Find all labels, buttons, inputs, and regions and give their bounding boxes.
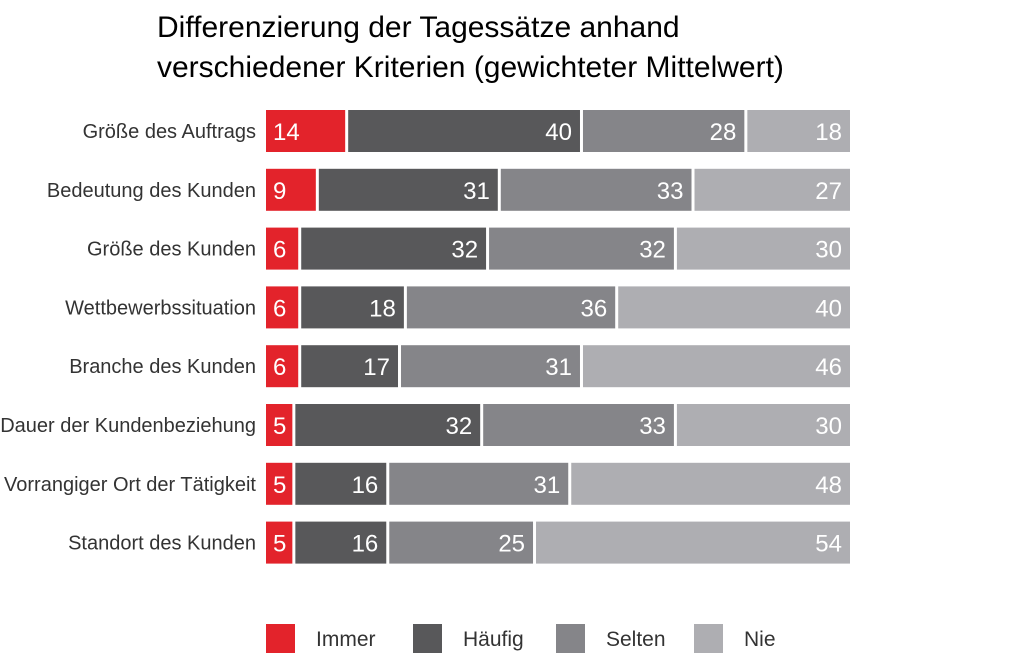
data-label: 25 [498, 531, 525, 558]
data-label: 16 [352, 531, 379, 558]
data-label: 5 [273, 531, 286, 558]
data-label: 6 [273, 237, 286, 264]
bar-area: 14 40 28 18 9 31 33 27 6 32 32 30 6 18 36 40 6 17 31 46 5 32 3… [266, 110, 850, 564]
bar-segment-nie [676, 227, 850, 270]
data-label: 54 [815, 531, 842, 558]
bar-segment-selten [401, 345, 580, 388]
data-label: 5 [273, 413, 286, 440]
bar-segment-selten [389, 462, 569, 505]
bar-segment-häufig [295, 521, 387, 564]
category-label: Größe des Kunden [87, 239, 256, 261]
data-label: 32 [445, 413, 472, 440]
bar-segment-immer [266, 227, 299, 270]
data-label: 31 [534, 472, 561, 499]
bar-segment-häufig [295, 404, 481, 446]
category-label: Vorrangiger Ort der Tätigkeit [4, 474, 256, 496]
data-label: 32 [639, 237, 666, 264]
data-label: 6 [273, 295, 286, 322]
data-label: 30 [815, 237, 842, 264]
legend-label-immer: Immer [316, 628, 376, 651]
bar-segment-häufig [295, 462, 387, 505]
data-label: 32 [451, 237, 478, 264]
bar-segment-nie [694, 168, 850, 211]
legend: Immer Häufig Selten Nie [266, 624, 776, 653]
legend-label-nie: Nie [744, 628, 776, 651]
legend-swatch-häufig [413, 624, 442, 653]
category-axis: Größe des Auftrags Bedeutung des Kunden Gr… [0, 121, 256, 555]
bar-segment-selten [483, 404, 674, 446]
bar-segment-immer [266, 168, 316, 211]
bar-segment-immer [266, 286, 299, 329]
chart-title: Differenzierung der Tagessätze anhand ve… [157, 8, 1017, 88]
data-label: 27 [815, 178, 842, 205]
category-label: Dauer der Kundenbeziehung [0, 415, 256, 437]
bar-segment-häufig [301, 227, 487, 270]
bar-segment-immer [266, 404, 293, 446]
legend-label-häufig: Häufig [463, 628, 524, 651]
legend-swatch-nie [694, 624, 723, 653]
data-label: 28 [710, 119, 737, 146]
bar-segment-häufig [348, 110, 580, 152]
bar-segment-selten [489, 227, 674, 270]
data-label: 46 [815, 354, 842, 381]
bar-segment-immer [266, 345, 299, 388]
category-label: Standort des Kunden [68, 533, 256, 555]
bar-segment-nie [536, 521, 850, 564]
category-label: Größe des Auftrags [83, 121, 256, 143]
bar-segment-immer [266, 462, 293, 505]
bar-segment-nie [747, 110, 850, 152]
data-label: 48 [815, 472, 842, 499]
bar-segment-nie [582, 345, 850, 388]
chart-title-line-1: Differenzierung der Tagessätze anhand [157, 11, 680, 44]
data-label: 30 [815, 413, 842, 440]
bar-segment-immer [266, 521, 293, 564]
data-label: 6 [273, 354, 286, 381]
bar-segment-selten [500, 168, 692, 211]
data-label: 14 [273, 119, 300, 146]
data-label: 31 [463, 178, 490, 205]
data-label: 16 [352, 472, 379, 499]
bar-segment-selten [582, 110, 745, 152]
data-label: 18 [369, 295, 396, 322]
bar-segment-selten [389, 521, 534, 564]
data-label: 36 [580, 295, 607, 322]
legend-swatch-immer [266, 624, 295, 653]
bar-segment-selten [406, 286, 616, 329]
data-label: 5 [273, 472, 286, 499]
data-label: 17 [363, 354, 390, 381]
category-label: Branche des Kunden [69, 356, 256, 378]
bar-segment-immer [266, 110, 346, 152]
data-label: 33 [657, 178, 684, 205]
category-label: Wettbewerbssituation [65, 297, 256, 319]
chart-title-line-2: verschiedener Kriterien (gewichteter Mit… [157, 51, 784, 84]
bar-segment-häufig [301, 345, 399, 388]
data-label: 18 [815, 119, 842, 146]
bar-segment-häufig [301, 286, 404, 329]
data-label: 33 [639, 413, 666, 440]
data-label: 31 [545, 354, 572, 381]
data-label: 40 [815, 295, 842, 322]
bar-segment-nie [618, 286, 850, 329]
bar-segment-nie [676, 404, 850, 446]
bar-segment-häufig [318, 168, 498, 211]
data-label: 40 [545, 119, 572, 146]
legend-swatch-selten [556, 624, 585, 653]
legend-label-selten: Selten [606, 628, 666, 651]
bar-segment-nie [571, 462, 850, 505]
category-label: Bedeutung des Kunden [47, 180, 256, 202]
data-label: 9 [273, 178, 286, 205]
